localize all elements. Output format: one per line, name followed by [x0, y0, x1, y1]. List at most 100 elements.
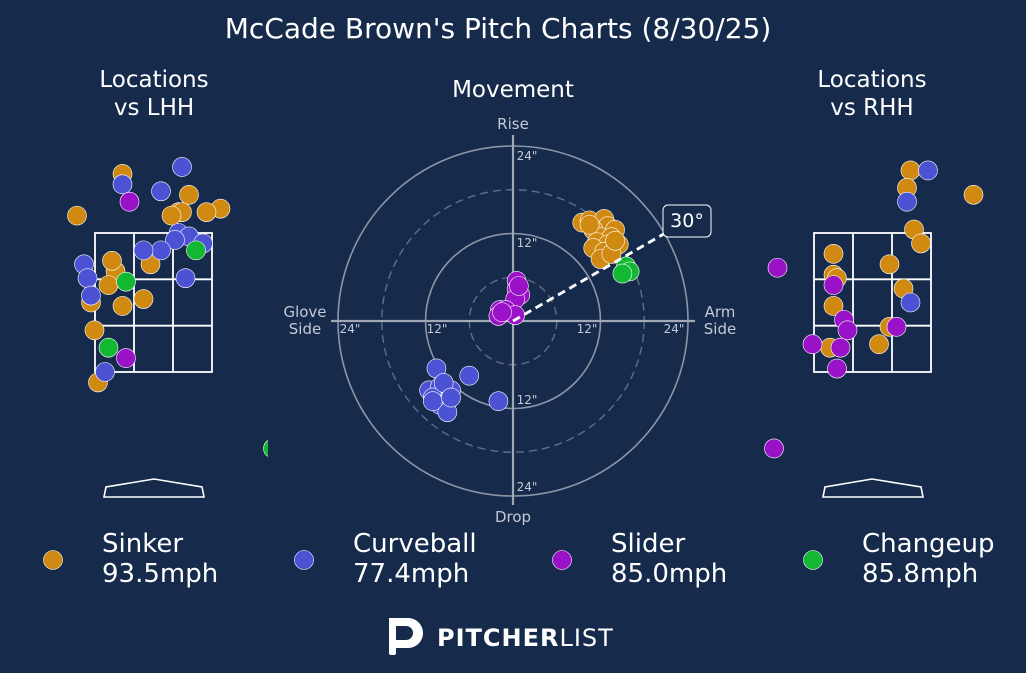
pitch-point-curveball	[77, 268, 98, 288]
legend-pitch-name: Curveball	[353, 529, 477, 559]
arm-angle-indicator: 30°	[512, 204, 712, 323]
arm-angle-label: 30°	[670, 210, 704, 232]
ring-label: 24"	[517, 149, 538, 163]
movement-axis-labels: 24"12"12"24"24" 12" 12" 24"RiseDropGloveSid…	[283, 115, 736, 526]
lhh-location-points	[0, 157, 268, 457]
pitch-point-sinker	[196, 202, 217, 222]
pitch-point-changeup	[263, 440, 268, 457]
pitch-point-sinker	[179, 184, 199, 205]
glove-side-label: Side	[289, 320, 321, 338]
logo-mark-stem	[389, 618, 396, 655]
legend-pitch-name: Changeup	[862, 529, 995, 559]
zone-outline	[813, 232, 932, 373]
brand-bold-text: PITCHER	[437, 624, 559, 652]
glove-side-label: Glove	[283, 303, 326, 321]
drop-label: Drop	[495, 508, 531, 526]
pitch-point-curveball	[900, 292, 921, 313]
movement-points	[419, 209, 640, 422]
pitch-point-sinker	[963, 184, 984, 205]
rhh-location-points	[733, 160, 984, 459]
title-line: Locations	[817, 67, 926, 93]
brand-light-text: LIST	[559, 624, 613, 652]
title-line: vs RHH	[830, 95, 913, 121]
pitcherlist-logo: PITCHERLIST	[389, 618, 614, 655]
home-plate-lhh	[103, 478, 205, 498]
pitch-point-sinker	[911, 233, 931, 254]
arm-side-label: Arm	[705, 303, 736, 321]
legend-pitch-speed: 85.8mph	[862, 559, 978, 589]
svg-text:PITCHERLIST: PITCHERLIST	[437, 624, 614, 652]
pitch-point-sinker	[869, 334, 889, 355]
title-line: Locations	[99, 67, 208, 93]
legend-pitch-speed: 93.5mph	[102, 559, 218, 589]
home-plate-rhh	[822, 478, 924, 498]
pitch-point-sinker	[67, 205, 87, 226]
movement-point-curveball	[422, 391, 443, 412]
pitch-point-slider	[830, 337, 851, 358]
pitch-point-curveball	[95, 362, 115, 382]
pitch-point-sinker	[84, 320, 105, 341]
title-line: vs LHH	[114, 95, 194, 121]
legend-pitch-speed: 77.4mph	[353, 559, 469, 589]
movement-point-slider	[509, 276, 529, 296]
pitch-point-sinker	[102, 250, 122, 271]
arm-angle-box	[662, 204, 712, 238]
ring-label: 12"	[517, 236, 538, 250]
pitch-point-sinker	[879, 254, 900, 275]
pitch-point-sinker	[900, 160, 921, 181]
pitch-point-slider	[119, 191, 140, 212]
pitch-point-sinker	[161, 205, 182, 226]
pitch-point-sinker	[0, 234, 13, 253]
locations-vs-rhh-panel: Locations vs RHH	[733, 67, 984, 498]
movement-point-slider	[492, 302, 512, 323]
ring-label: 12"	[517, 393, 538, 407]
movement-point-curveball	[441, 387, 461, 408]
locations-vs-lhh-title: Locations vs LHH	[99, 67, 208, 121]
ring-label: 24"	[517, 480, 538, 494]
pitch-point-sinker	[98, 275, 119, 295]
arm-angle-line	[512, 232, 666, 323]
locations-vs-rhh-title: Locations vs RHH	[817, 67, 926, 121]
pitch-point-curveball	[165, 230, 185, 250]
pitch-point-sinker	[823, 296, 844, 316]
pitch-point-curveball	[897, 191, 917, 212]
ring-label: 24"	[664, 322, 685, 336]
pitch-point-slider	[802, 334, 823, 355]
arm-side-label: Side	[704, 320, 736, 338]
ring-label: 24"	[340, 322, 361, 336]
legend-pitch-speed: 85.0mph	[611, 559, 727, 589]
movement-title: Movement	[452, 77, 574, 103]
logo-mark-bowl	[389, 618, 423, 648]
rise-label: Rise	[497, 115, 529, 133]
movement-panel: Movement 24" 12" 12" 24" 24" 12" 12" 24" Rise Dro…	[283, 77, 736, 526]
pitch-point-curveball	[133, 240, 154, 261]
movement-point-curveball	[459, 365, 480, 386]
pitch-point-curveball	[112, 174, 133, 195]
pitch-point-sinker	[133, 289, 154, 309]
legend-marker-slider	[552, 550, 572, 570]
legend-marker-sinker	[43, 550, 63, 570]
pitch-point-curveball	[918, 160, 938, 181]
pitch-point-slider	[116, 348, 136, 368]
movement-point-changeup	[612, 263, 633, 284]
title-line: Movement	[452, 77, 574, 103]
legend-pitch-name: Slider	[611, 529, 685, 559]
movement-point-sinker	[579, 214, 600, 235]
pitch-point-sinker	[733, 196, 752, 215]
pitch-point-sinker	[823, 244, 844, 264]
ring-label: 12"	[577, 322, 598, 336]
pitch-point-changeup	[186, 240, 206, 261]
pitch-point-curveball	[151, 181, 171, 202]
legend-marker-curveball	[294, 550, 314, 570]
ring-label: 12"	[427, 322, 448, 336]
pitch-point-slider	[823, 275, 844, 295]
pitch-point-slider	[767, 257, 788, 278]
pitch-point-slider	[764, 438, 784, 459]
pitch-point-curveball	[175, 268, 196, 288]
pitch-point-curveball	[151, 240, 171, 261]
pitch-point-slider	[886, 317, 907, 337]
legend-marker-changeup	[803, 550, 823, 570]
chart-title: McCade Brown's Pitch Charts (8/30/25)	[225, 12, 772, 45]
